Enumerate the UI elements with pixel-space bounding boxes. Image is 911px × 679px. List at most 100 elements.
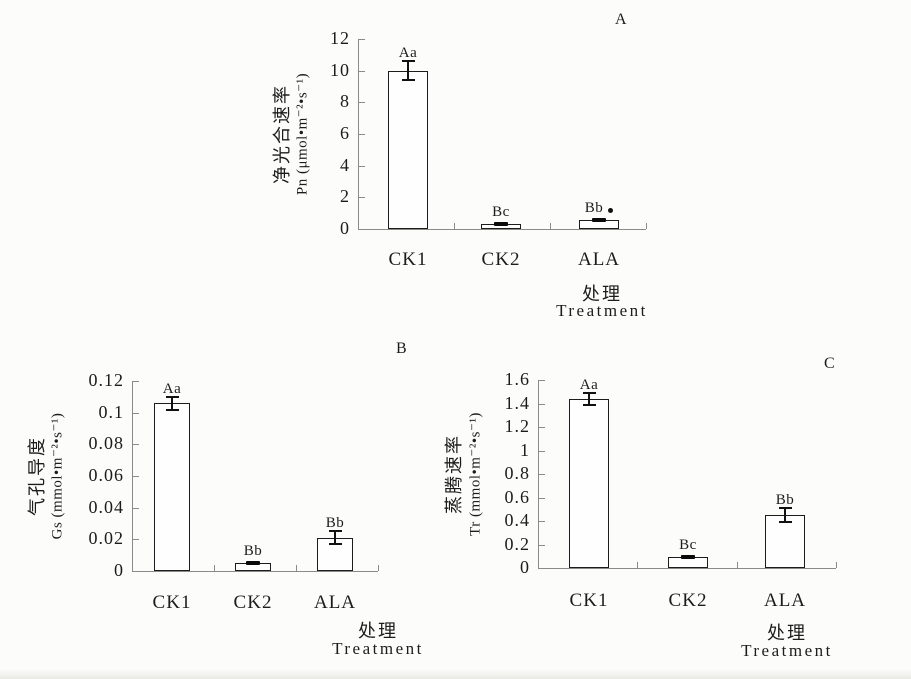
y-tick-label: 0.4	[504, 510, 530, 530]
significance-label: Bc	[648, 537, 728, 554]
y-tick-mark	[133, 507, 139, 509]
x-axis-title-cn: 处理	[582, 284, 622, 304]
error-bar-dash	[681, 555, 695, 560]
error-bar-cap-top	[165, 395, 179, 398]
y-tick-mark	[133, 412, 139, 414]
y-tick-mark	[539, 521, 545, 522]
category-label-CK2: CK2	[233, 592, 273, 613]
y-tick-mark	[539, 403, 545, 405]
y-tick-label: 8	[340, 91, 350, 112]
y-axis	[132, 381, 133, 571]
x-tick-mark	[550, 223, 551, 229]
scan-shadow-edge	[0, 669, 911, 679]
y-tick-label: 0.04	[88, 496, 124, 517]
category-label-CK2: CK2	[481, 249, 521, 270]
significance-label: Aa	[132, 381, 212, 398]
category-label-CK1: CK1	[569, 590, 609, 611]
error-bar-cap-bottom	[165, 408, 179, 411]
y-axis-title-en: Tr (mmol•m⁻²•s⁻¹)	[467, 412, 484, 536]
x-axis-title-en: Treatment	[556, 301, 648, 320]
y-tick-label: 0.12	[88, 370, 124, 390]
y-tick-mark	[133, 381, 139, 382]
significance-label: Bb	[213, 543, 293, 560]
error-bar-cap-top	[778, 507, 792, 510]
error-bar-cap-bottom	[401, 79, 415, 82]
x-tick-mark	[646, 223, 647, 229]
y-tick-mark	[539, 380, 545, 381]
significance-text: Bb	[243, 543, 263, 560]
y-tick-label: 6	[340, 123, 350, 143]
error-bar-line	[784, 508, 786, 523]
y-tick-label: 0.08	[88, 433, 124, 454]
y-tick-label: 0	[114, 560, 124, 580]
x-tick-mark	[454, 223, 455, 229]
y-tick-mark	[539, 544, 545, 546]
y-tick-mark	[539, 568, 545, 569]
y-tick-label: 1.4	[504, 392, 530, 413]
significance-text: Aa	[579, 376, 599, 393]
y-tick-mark	[359, 39, 365, 40]
y-tick-label: 4	[340, 154, 350, 175]
y-tick-mark	[359, 229, 365, 230]
panel-letter-A: A	[615, 11, 627, 28]
x-axis-title-en: Treatment	[741, 641, 833, 660]
x-axis	[538, 568, 836, 569]
y-tick-mark	[133, 444, 139, 446]
category-label-ALA: ALA	[577, 249, 621, 270]
y-tick-label: 1	[520, 439, 530, 460]
y-tick-mark	[359, 165, 365, 167]
bar-ALA	[765, 515, 805, 568]
bar-CK1	[388, 70, 428, 229]
significance-label: Bb	[295, 515, 375, 532]
significance-text: Aa	[398, 45, 418, 62]
panel-letter-B: B	[396, 340, 407, 357]
x-axis-title-en: Treatment	[332, 639, 424, 658]
significance-text: Bb	[325, 515, 345, 532]
error-bar-cap-bottom	[328, 543, 342, 546]
y-tick-label: 0.8	[504, 463, 530, 483]
error-bar-cap-top	[328, 530, 342, 533]
y-tick-label: 0.6	[504, 486, 530, 507]
x-tick-mark	[214, 565, 215, 571]
scan-speck-dot	[608, 208, 614, 214]
x-tick-mark	[637, 562, 639, 568]
y-tick-mark	[539, 450, 545, 452]
x-tick-mark	[736, 562, 738, 568]
y-tick-label: 10	[330, 59, 350, 80]
y-axis	[538, 380, 539, 568]
y-axis-title-cn: 蒸腾速率	[444, 434, 464, 514]
significance-label: Bb	[745, 492, 825, 509]
error-bar-dash	[592, 218, 606, 223]
error-bar-line	[334, 531, 336, 545]
y-tick-label: 12	[330, 28, 350, 48]
error-bar-dash	[246, 561, 260, 566]
significance-text: Bb	[584, 200, 604, 217]
y-tick-label: 0	[520, 557, 530, 577]
y-tick-mark	[133, 571, 139, 572]
y-axis	[358, 39, 359, 229]
y-tick-label: 0	[340, 218, 350, 238]
y-tick-mark	[359, 102, 365, 104]
x-tick-mark	[296, 565, 297, 571]
error-bar-line	[171, 396, 173, 410]
significance-label: Bb	[559, 200, 639, 217]
category-label-ALA: ALA	[763, 590, 807, 611]
y-tick-label: 0.1	[98, 401, 124, 422]
x-axis	[358, 229, 646, 230]
significance-label: Aa	[368, 45, 448, 62]
x-axis-title-cn: 处理	[358, 621, 398, 641]
y-tick-mark	[133, 539, 139, 541]
y-tick-mark	[133, 476, 139, 477]
y-tick-label: 1.6	[504, 369, 530, 389]
significance-text: Bb	[775, 492, 795, 509]
y-tick-mark	[359, 197, 365, 199]
error-bar-dash	[494, 222, 508, 227]
x-axis-title-cn: 处理	[767, 623, 807, 643]
y-tick-mark	[539, 474, 545, 475]
panel-letter-C: C	[824, 355, 835, 372]
y-tick-mark	[539, 427, 545, 428]
